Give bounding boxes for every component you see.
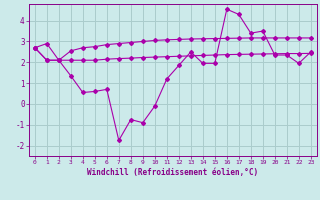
X-axis label: Windchill (Refroidissement éolien,°C): Windchill (Refroidissement éolien,°C) [87,168,258,177]
